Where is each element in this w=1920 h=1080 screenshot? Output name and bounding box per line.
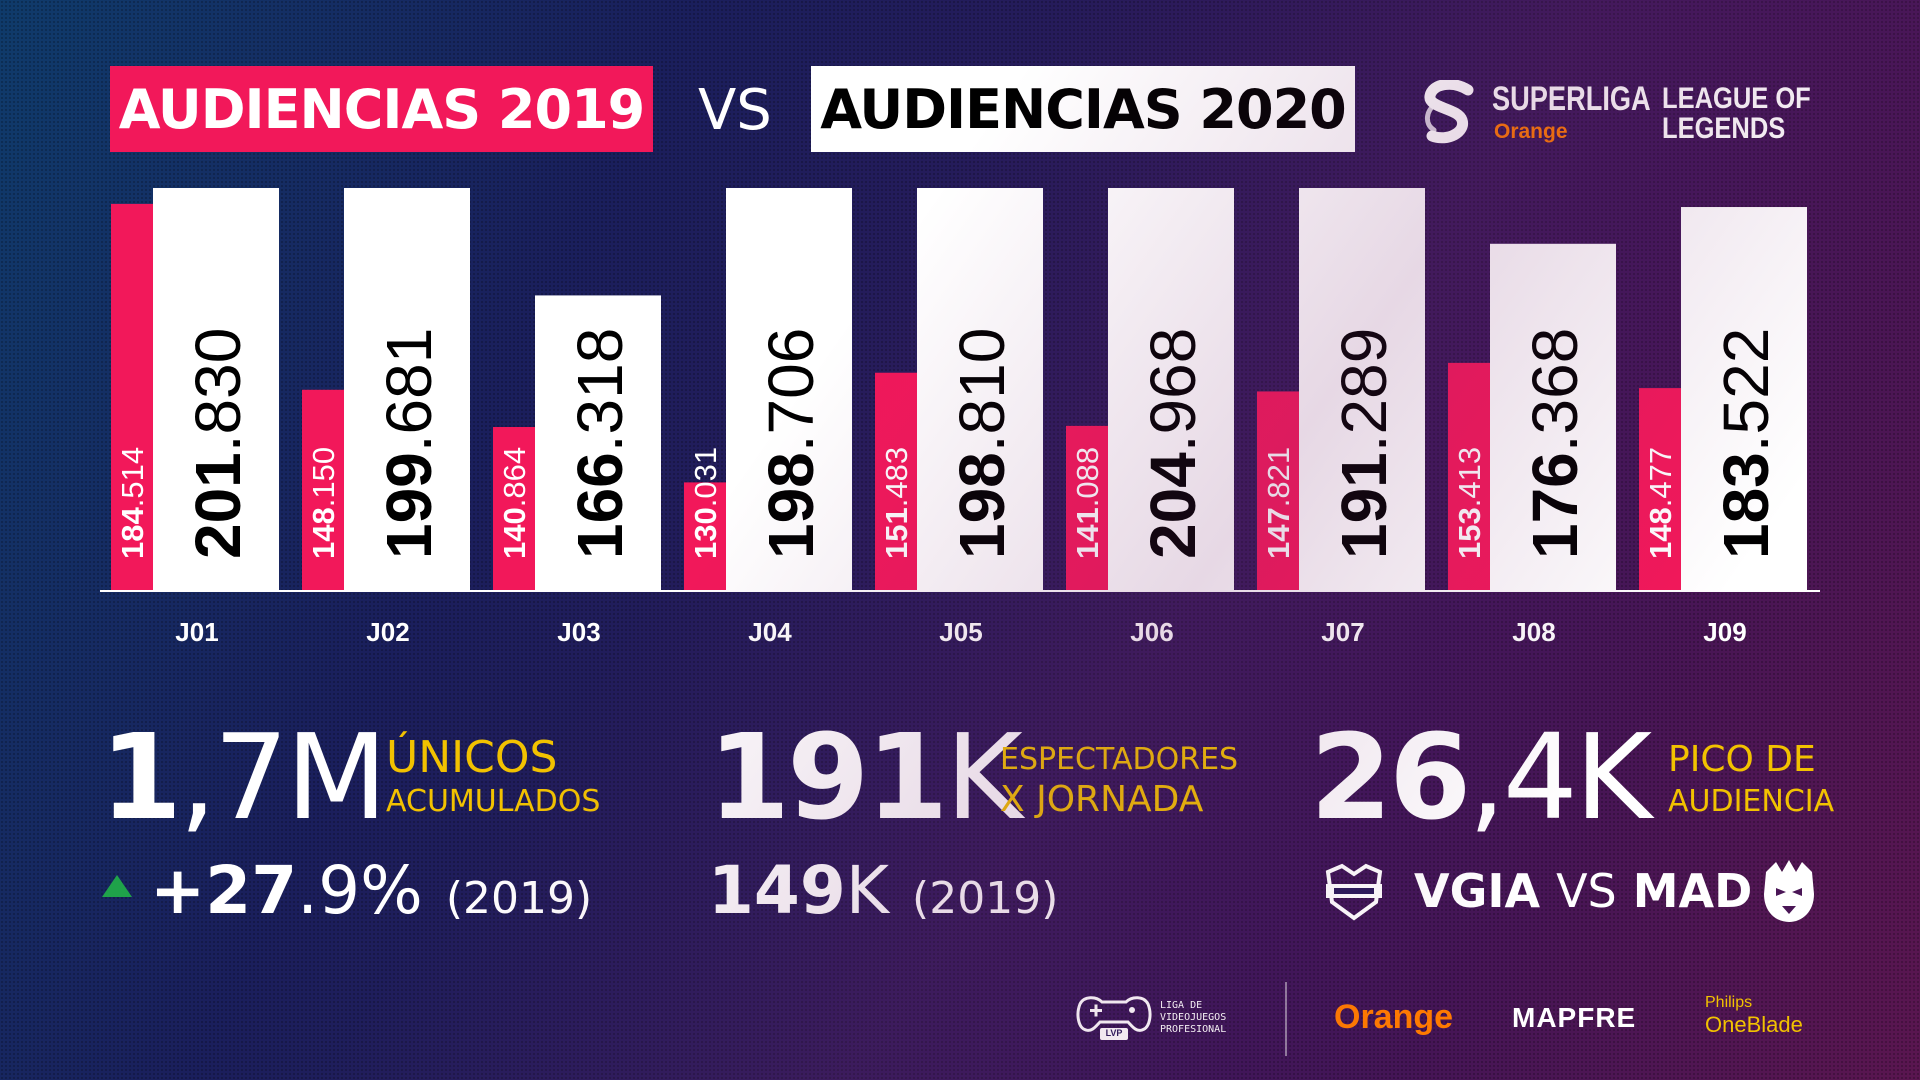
bar-label-2020-j05: 198.810 [946, 328, 1018, 559]
bar-2019-j05 [875, 372, 917, 591]
orange-sponsor-logo: Orange [1334, 998, 1454, 1036]
pico-label-2: AUDIENCIA [1668, 784, 1835, 819]
bar-2019-j09 [1639, 388, 1681, 591]
category-label-j05: J05 [939, 617, 982, 647]
bar-label-2019-j06: 141.088 [1070, 447, 1105, 559]
lol-wordmark-line1: LEAGUE OF [1662, 82, 1811, 115]
title-2019: AUDIENCIAS 2019 [110, 66, 653, 152]
audience-bar-chart: 184.514 201.830 J01 148.150 199.681 J02 140.86… [111, 188, 1807, 647]
footer-divider [1285, 982, 1287, 1056]
bar-2019-j04 [684, 482, 726, 591]
unicos-growth: +27.9% (2019) [150, 852, 593, 929]
bar-label-2020-j02: 199.681 [373, 328, 445, 559]
bar-2020-j05 [917, 188, 1043, 591]
lvp-wordmark: LIGA DE VIDEOJUEGOS PROFESIONAL [1160, 1000, 1227, 1035]
bar-label-2020-j07: 191.289 [1328, 328, 1400, 559]
bar-2020-j02 [344, 188, 470, 591]
bar-2019-j06 [1066, 425, 1108, 591]
bar-2020-j08 [1490, 243, 1616, 591]
espectadores-label-2: X JORNADA [1000, 779, 1204, 820]
pico-match: VGIA VS MAD [1414, 864, 1753, 918]
category-label-j08: J08 [1512, 617, 1555, 647]
category-label-j01: J01 [175, 617, 218, 647]
espectadores-big-number: 191K [708, 708, 1023, 846]
bar-label-2019-j01: 184.514 [115, 447, 150, 559]
bar-2019-j07 [1257, 391, 1299, 591]
unicos-big-number: 1,7M [100, 708, 388, 846]
bar-2019-j03 [493, 427, 535, 591]
bar-label-2019-j04: 130.031 [688, 447, 723, 559]
bar-2020-j04 [726, 188, 852, 591]
lvp-badge-text: LVP [1105, 1028, 1123, 1038]
oneblade-wordmark: OneBlade [1705, 1012, 1803, 1037]
mad-lions-logo-icon [1764, 860, 1814, 922]
category-label-j03: J03 [557, 617, 600, 647]
philips-wordmark: Philips [1705, 994, 1753, 1011]
bar-label-2019-j07: 147.821 [1261, 447, 1296, 559]
pico-label-1: PICO DE [1668, 739, 1816, 780]
bar-2020-j07 [1299, 188, 1425, 591]
lvp-logo-icon [1076, 996, 1152, 1040]
bar-2019-j01 [111, 203, 153, 592]
category-label-j06: J06 [1130, 617, 1173, 647]
espectadores-2019: 149K (2019) [708, 852, 1059, 929]
espectadores-label-1: ESPECTADORES [1000, 742, 1239, 777]
category-label-j07: J07 [1321, 617, 1364, 647]
bar-2020-j01 [153, 188, 279, 591]
unicos-label-2: ACUMULADOS [386, 784, 601, 819]
bar-label-2019-j03: 140.864 [497, 447, 532, 559]
giants-logo-icon [1325, 863, 1383, 921]
bar-2019-j08 [1448, 362, 1490, 591]
superliga-wordmark: SUPERLIGA [1492, 80, 1651, 118]
bar-label-2019-j05: 151.483 [879, 447, 914, 559]
title-2020: AUDIENCIAS 2020 [811, 66, 1355, 152]
bar-label-2020-j03: 166.318 [564, 328, 636, 559]
pico-big-number: 26,4K [1310, 708, 1652, 846]
lol-wordmark-line2: LEGENDS [1662, 112, 1786, 145]
mapfre-sponsor-logo: MAPFRE [1512, 1002, 1637, 1033]
unicos-label-1: ÚNICOS [386, 732, 558, 783]
bar-2020-j09 [1681, 207, 1807, 591]
category-label-j09: J09 [1703, 617, 1746, 647]
bar-label-2019-j08: 153.413 [1452, 447, 1487, 559]
bar-label-2020-j01: 201.830 [182, 328, 254, 559]
bar-label-2020-j06: 204.968 [1137, 328, 1209, 559]
superliga-logo-icon [1424, 80, 1474, 144]
bar-label-2020-j04: 198.706 [755, 328, 827, 559]
bar-label-2019-j09: 148.477 [1643, 447, 1678, 559]
vs-label: VS [698, 78, 772, 143]
bar-label-2020-j09: 183.522 [1710, 328, 1782, 559]
bar-label-2020-j08: 176.368 [1519, 328, 1591, 559]
triangle-up-icon [102, 875, 132, 897]
superliga-orange-wordmark: Orange [1494, 120, 1568, 143]
bar-label-2019-j02: 148.150 [306, 447, 341, 559]
category-label-j04: J04 [748, 617, 792, 647]
bar-2020-j06 [1108, 188, 1234, 591]
bar-2020-j03 [535, 295, 661, 591]
category-label-j02: J02 [366, 617, 409, 647]
bar-2019-j02 [302, 389, 344, 591]
